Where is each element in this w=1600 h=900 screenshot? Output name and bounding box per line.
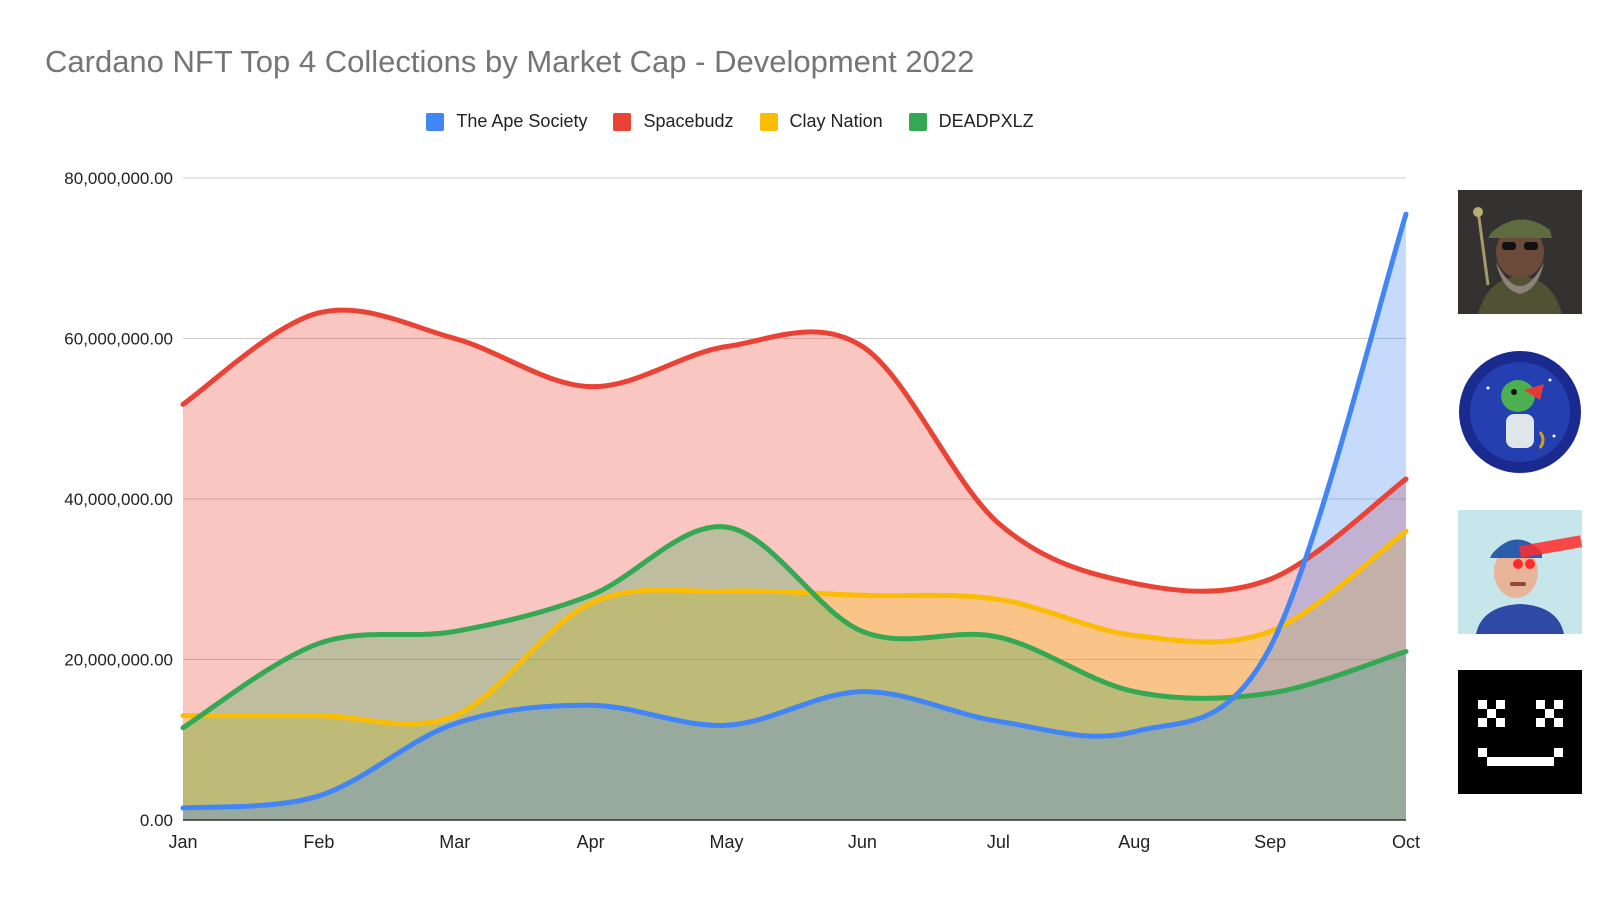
x-tick-label: Mar — [439, 832, 470, 852]
line-deadpxlz[interactable] — [180, 524, 1409, 731]
x-tick-label: Oct — [1392, 832, 1420, 852]
x-tick-label: Jun — [848, 832, 877, 852]
legend: The Ape Society Spacebudz Clay Nation DE… — [0, 111, 1460, 132]
legend-item-clay-nation[interactable]: Clay Nation — [759, 111, 883, 132]
axes: 0.00 20,000,000.00 40,000,000.00 60,000,000… — [64, 169, 1420, 852]
legend-item-ape-society[interactable]: The Ape Society — [426, 111, 587, 132]
clay-nation-thumbnail — [1458, 510, 1582, 634]
legend-item-spacebudz[interactable]: Spacebudz — [613, 111, 734, 132]
x-tick-label: Aug — [1118, 832, 1150, 852]
legend-swatch — [759, 112, 778, 131]
pixel-dead-face-icon — [1458, 670, 1582, 794]
legend-item-deadpxlz[interactable]: DEADPXLZ — [908, 111, 1034, 132]
deadpxlz-thumbnail — [1458, 670, 1582, 794]
area-clay-nation — [183, 531, 1406, 820]
x-tick-label: Jan — [168, 832, 197, 852]
legend-label: Clay Nation — [789, 111, 883, 131]
legend-label: The Ape Society — [456, 111, 588, 131]
y-tick-label: 40,000,000.00 — [64, 490, 173, 509]
clay-figure-laser-eyes-icon — [1458, 510, 1582, 634]
astronaut-dino-icon — [1459, 351, 1581, 473]
x-tick-label: May — [710, 832, 744, 852]
ape-society-thumbnail — [1458, 190, 1582, 314]
area-deadpxlz — [183, 526, 1406, 820]
chart-title: Cardano NFT Top 4 Collections by Market … — [45, 44, 975, 79]
series-lines — [180, 211, 1409, 811]
ape-portrait-icon — [1458, 190, 1582, 314]
legend-label: Spacebudz — [643, 111, 734, 131]
grid — [183, 177, 1406, 660]
line-clay-nation[interactable] — [180, 528, 1409, 727]
y-tick-label: 0.00 — [140, 811, 173, 830]
x-tick-label: Feb — [303, 832, 334, 852]
y-tick-label: 80,000,000.00 — [64, 169, 173, 188]
x-tick-label: Jul — [987, 832, 1010, 852]
y-tick-label: 20,000,000.00 — [64, 651, 173, 670]
legend-label: DEADPXLZ — [938, 111, 1034, 131]
legend-swatch — [613, 112, 632, 131]
y-tick-label: 60,000,000.00 — [64, 330, 173, 349]
series-areas — [183, 214, 1406, 821]
x-tick-label: Sep — [1254, 832, 1286, 852]
legend-swatch — [908, 112, 927, 131]
legend-swatch — [426, 112, 445, 131]
area-the-ape-society — [183, 214, 1406, 821]
spacebudz-thumbnail — [1458, 350, 1582, 474]
line-the-ape-society[interactable] — [180, 211, 1409, 811]
line-spacebudz[interactable] — [180, 307, 1409, 594]
x-tick-label: Apr — [577, 832, 605, 852]
